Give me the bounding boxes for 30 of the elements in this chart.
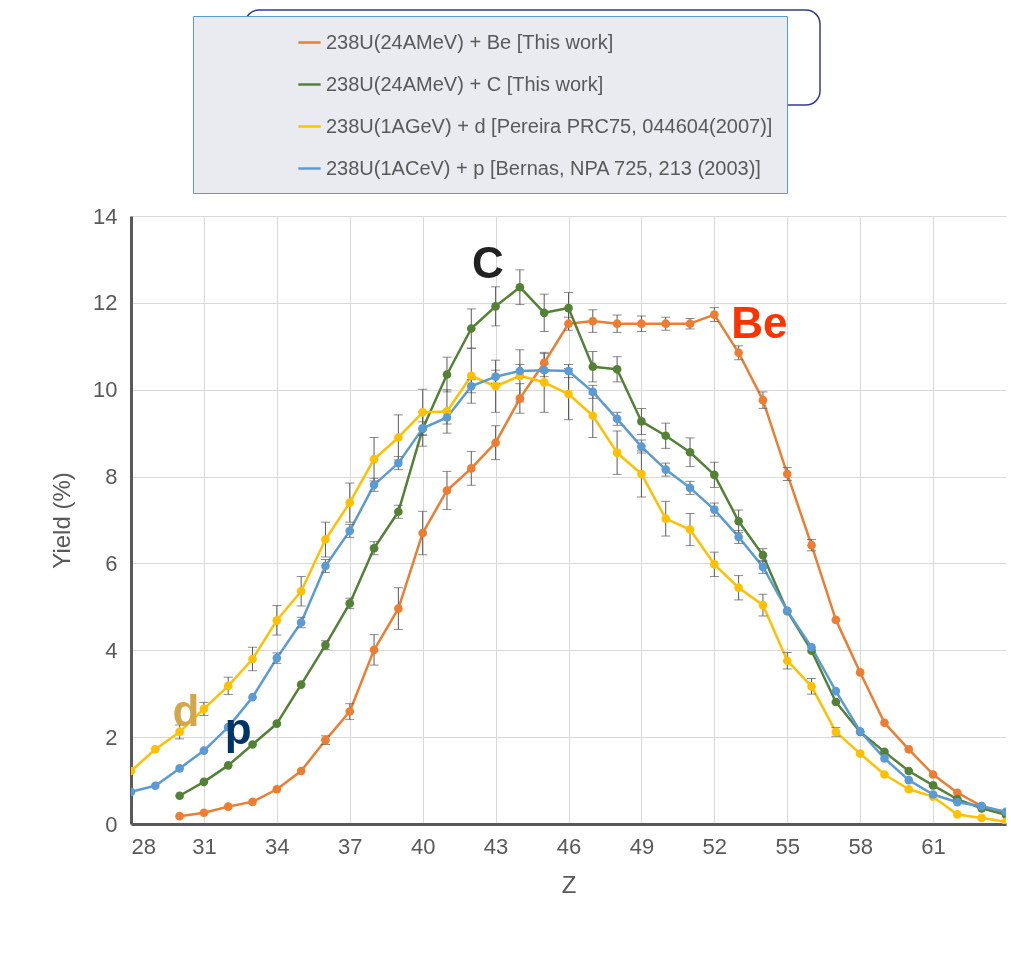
y-tick-label: 2: [105, 724, 118, 750]
x-tick-label: 37: [338, 833, 363, 859]
x-tick-label: 31: [192, 833, 217, 859]
legend-label: 238U(24AMeV) + Be [This work]: [326, 30, 614, 53]
x-axis-title: Z: [561, 870, 577, 898]
legend-label: 238U(1ACeV) + p [Bernas, NPA 725, 213 (2003)]: [326, 156, 761, 179]
y-tick-label: 12: [93, 290, 118, 316]
x-tick-label: 52: [702, 833, 728, 859]
x-tick-label: 28: [131, 833, 156, 859]
annotation: d: [172, 685, 200, 735]
legend-label: 238U(24AMeV) + C [This work]: [326, 72, 604, 95]
y-tick-label: 8: [105, 464, 118, 490]
y-tick-label: 10: [93, 377, 118, 403]
legend-label: 238U(1AGeV) + d [Pereira PRC75, 044604(2007)]: [326, 114, 773, 137]
x-tick-label: 58: [848, 833, 873, 859]
y-tick-label: 4: [105, 637, 118, 663]
y-axis-title: Yield (%): [48, 472, 76, 569]
annotation: Be: [731, 297, 788, 347]
annotation: p: [224, 704, 252, 754]
x-tick-label: 46: [556, 833, 582, 859]
x-tick-label: 55: [775, 833, 800, 859]
x-tick-label: 43: [483, 833, 509, 859]
x-tick-label: 49: [629, 833, 655, 859]
y-tick-label: 14: [93, 203, 118, 229]
x-tick-label: 40: [410, 833, 436, 859]
x-tick-label: 34: [265, 833, 290, 859]
annotation: C: [472, 238, 504, 288]
y-tick-label: 6: [105, 550, 118, 576]
x-tick-label: 61: [921, 833, 946, 859]
y-tick-label: 0: [105, 811, 118, 837]
